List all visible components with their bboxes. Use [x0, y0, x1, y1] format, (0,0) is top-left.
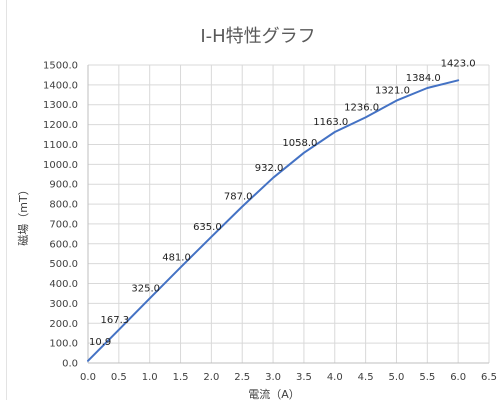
data-label: 1321.0 — [375, 86, 410, 97]
x-tick-label: 4.0 — [327, 372, 343, 383]
data-label: 167.3 — [101, 315, 130, 326]
y-tick-label: 800.0 — [49, 200, 78, 211]
axes — [88, 65, 489, 363]
data-label: 1236.0 — [344, 102, 379, 113]
data-label: 932.0 — [255, 163, 284, 174]
data-labels: 10.9 167.3 325.0 481.0 635.0 787.0 932.0 1058.0… — [89, 58, 476, 348]
y-tick-label: 700.0 — [49, 219, 78, 230]
data-label: 1423.0 — [441, 58, 476, 69]
y-tick-label: 1400.0 — [43, 80, 78, 91]
gridlines — [88, 65, 489, 363]
y-tick-label: 100.0 — [49, 339, 78, 350]
y-tick-label: 900.0 — [49, 180, 78, 191]
y-axis-title: 磁場（mT） — [17, 184, 30, 245]
data-label: 1163.0 — [313, 117, 348, 128]
x-tick-label: 5.0 — [389, 372, 405, 383]
data-label: 325.0 — [131, 283, 160, 294]
y-tick-label: 400.0 — [49, 279, 78, 290]
x-tick-label: 2.0 — [203, 372, 219, 383]
y-tick-labels: 0.0 100.0 200.0 300.0 400.0 500.0 600.0 700.0 80… — [43, 61, 78, 370]
y-tick-label: 1000.0 — [43, 160, 78, 171]
data-label: 635.0 — [193, 222, 222, 233]
x-tick-label: 0.5 — [111, 372, 127, 383]
data-label: 1058.0 — [282, 138, 317, 149]
x-tick-label: 3.5 — [296, 372, 312, 383]
y-tick-label: 1300.0 — [43, 100, 78, 111]
data-label: 10.9 — [89, 337, 111, 348]
x-axis-title: 電流（A） — [248, 387, 300, 400]
y-tick-label: 600.0 — [49, 239, 78, 250]
data-label: 481.0 — [162, 252, 191, 263]
x-tick-label: 1.0 — [142, 372, 158, 383]
x-tick-label: 0.0 — [80, 372, 96, 383]
y-tick-label: 300.0 — [49, 299, 78, 310]
y-tick-label: 1500.0 — [43, 61, 78, 72]
x-tick-label: 3.0 — [265, 372, 281, 383]
x-tick-label: 1.5 — [173, 372, 189, 383]
x-tick-label: 4.5 — [358, 372, 374, 383]
y-tick-label: 1100.0 — [43, 140, 78, 151]
data-label: 1384.0 — [406, 73, 441, 84]
x-tick-label: 2.5 — [234, 372, 250, 383]
x-tick-labels: 0.0 0.5 1.0 1.5 2.0 2.5 3.0 3.5 4.0 4.5 5.0 5.5 6.0 6… — [80, 372, 497, 383]
y-tick-label: 500.0 — [49, 259, 78, 270]
x-tick-label: 6.5 — [481, 372, 497, 383]
y-tick-label: 200.0 — [49, 319, 78, 330]
y-tick-label: 0.0 — [62, 359, 78, 370]
chart-title: I-H特性グラフ — [200, 26, 315, 47]
data-label: 787.0 — [224, 192, 253, 203]
x-tick-label: 5.5 — [419, 372, 435, 383]
y-tick-label: 1200.0 — [43, 120, 78, 131]
x-tick-label: 6.0 — [450, 372, 466, 383]
